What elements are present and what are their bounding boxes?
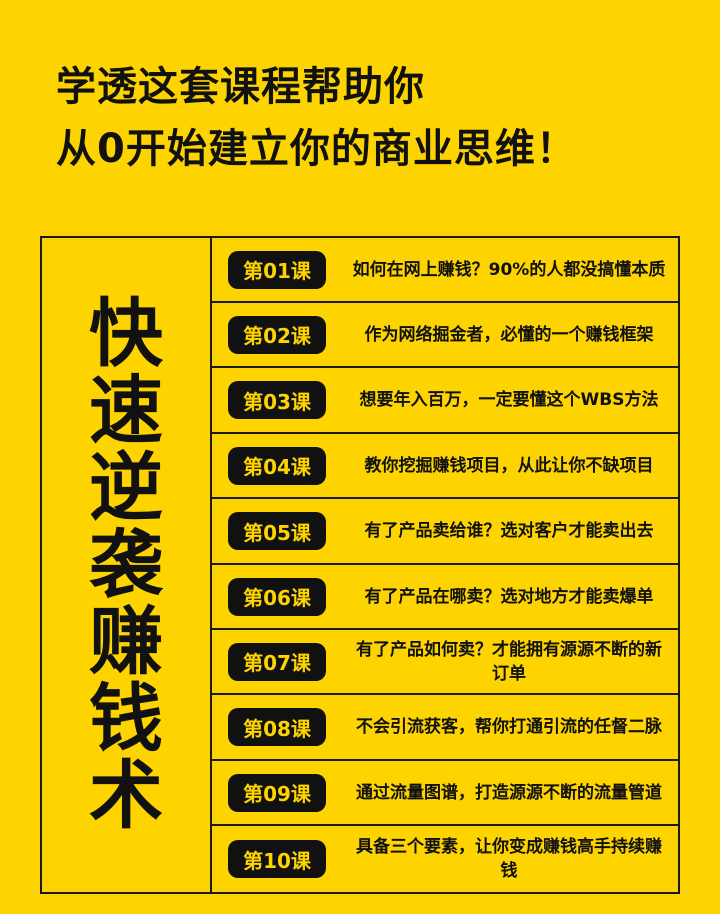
lesson-row: 第08课 不会引流获客，帮你打通引流的任督二脉 (212, 696, 678, 761)
lesson-badge: 第03课 (228, 381, 326, 420)
lesson-row: 第09课 通过流量图谱，打造源源不断的流量管道 (212, 761, 678, 827)
lesson-badge: 第08课 (228, 708, 326, 747)
lesson-title: 作为网络掘金者，必懂的一个赚钱框架 (364, 324, 654, 345)
lesson-row: 第05课 有了产品卖给谁？选对客户才能卖出去 (212, 500, 678, 565)
lesson-badge: 第02课 (228, 315, 326, 354)
course-table: 快 速 逆 袭 赚 钱 术 第01课 如何在网上赚钱？90%的人都没搞懂本质 第… (40, 236, 680, 894)
headline-line-2: 从0开始建立你的商业思维！ (56, 126, 577, 172)
lesson-title: 不会引流获客，帮你打通引流的任督二脉 (356, 717, 662, 738)
lesson-badge: 第06课 (228, 577, 326, 616)
lesson-row: 第10课 具备三个要素，让你变成赚钱高手持续赚钱 (212, 827, 678, 892)
lesson-row: 第01课 如何在网上赚钱？90%的人都没搞懂本质 (212, 238, 678, 303)
lesson-list: 第01课 如何在网上赚钱？90%的人都没搞懂本质 第02课 作为网络掘金者，必懂… (212, 238, 678, 892)
lesson-title: 如何在网上赚钱？90%的人都没搞懂本质 (352, 259, 666, 280)
lesson-badge: 第05课 (228, 512, 326, 551)
side-title: 快 速 逆 袭 赚 钱 术 (42, 238, 212, 892)
lesson-badge: 第04课 (228, 446, 326, 485)
lesson-title: 通过流量图谱，打造源源不断的流量管道 (356, 782, 662, 803)
side-title-char: 赚 (89, 598, 163, 685)
lesson-badge: 第01课 (228, 250, 326, 289)
side-title-char: 速 (89, 367, 163, 454)
lesson-title: 教你挖掘赚钱项目，从此让你不缺项目 (364, 455, 654, 476)
headline-line-1: 学透这套课程帮助你 (56, 64, 425, 110)
lesson-title: 有了产品如何卖？才能拥有源源不断的新订单 (356, 639, 662, 684)
lesson-row: 第02课 作为网络掘金者，必懂的一个赚钱框架 (212, 303, 678, 369)
lesson-title: 有了产品卖给谁？选对客户才能卖出去 (364, 521, 654, 542)
side-title-char: 快 (89, 290, 163, 377)
lesson-row: 第07课 有了产品如何卖？才能拥有源源不断的新订单 (212, 630, 678, 696)
lesson-badge: 第10课 (228, 840, 326, 879)
lesson-row: 第03课 想要年入百万，一定要懂这个WBS方法 (212, 369, 678, 434)
lesson-title: 具备三个要素，让你变成赚钱高手持续赚钱 (356, 837, 662, 882)
side-title-char: 术 (89, 752, 163, 839)
side-title-char: 袭 (89, 521, 163, 608)
lesson-row: 第04课 教你挖掘赚钱项目，从此让你不缺项目 (212, 434, 678, 500)
headline: 学透这套课程帮助你 从0开始建立你的商业思维！ (56, 56, 577, 180)
side-title-char: 钱 (89, 675, 163, 762)
lesson-title: 有了产品在哪卖？选对地方才能卖爆单 (364, 586, 654, 607)
lesson-badge: 第09课 (228, 773, 326, 812)
lesson-row: 第06课 有了产品在哪卖？选对地方才能卖爆单 (212, 565, 678, 630)
side-title-char: 逆 (89, 444, 163, 531)
lesson-title: 想要年入百万，一定要懂这个WBS方法 (359, 390, 659, 411)
lesson-badge: 第07课 (228, 642, 326, 681)
